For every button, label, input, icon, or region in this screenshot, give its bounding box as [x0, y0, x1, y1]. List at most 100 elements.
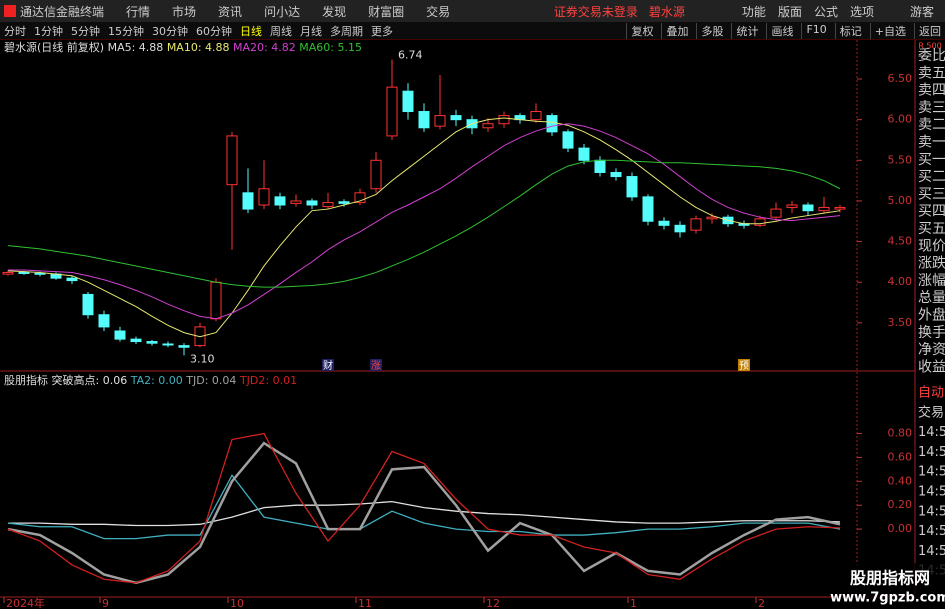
- quote-label: 委比: [918, 48, 945, 64]
- ma-line: [7, 117, 841, 338]
- period-button[interactable]: 月线: [300, 24, 322, 38]
- y-tick-label: 6.50: [888, 72, 913, 85]
- period-button[interactable]: 多周期: [330, 24, 363, 38]
- candle-body: [434, 115, 446, 127]
- side-label: 自动: [918, 386, 944, 401]
- candle-body: [162, 343, 174, 346]
- period-button[interactable]: 15分钟: [108, 24, 144, 38]
- tool-button[interactable]: 统计: [731, 22, 758, 39]
- candle-body: [146, 341, 158, 344]
- candle-body: [402, 90, 414, 113]
- period-button[interactable]: 30分钟: [152, 24, 188, 38]
- event-marker: [738, 359, 750, 371]
- candle-body: [2, 271, 14, 275]
- indicator-line: [7, 474, 841, 540]
- quote-label: 卖四: [918, 83, 945, 99]
- quote-label: 涨幅: [918, 273, 945, 289]
- quote-label: 买四: [918, 204, 945, 220]
- y-tick-label: 0.40: [888, 474, 913, 487]
- tool-button[interactable]: 复权: [626, 22, 653, 39]
- legend-item: TJD2: 0.01: [239, 374, 297, 387]
- candle-body: [834, 206, 846, 210]
- menu-item[interactable]: 财富圈: [368, 4, 405, 19]
- candle-body: [546, 115, 558, 133]
- candle-body: [658, 220, 670, 226]
- side-label: 14:56: [918, 544, 945, 559]
- tool-button[interactable]: F10: [801, 22, 827, 39]
- menu-item[interactable]: 功能: [741, 4, 766, 19]
- candle-body: [770, 208, 782, 218]
- period-button[interactable]: 分时: [4, 24, 26, 38]
- candle-body: [66, 277, 78, 282]
- period-button[interactable]: 1分钟: [34, 24, 63, 38]
- quote-label: 换手: [918, 324, 945, 341]
- stock: 碧水源: [648, 4, 685, 19]
- x-tick-label: 10: [230, 597, 244, 609]
- tool-button[interactable]: 多股: [696, 22, 723, 39]
- menu-item[interactable]: 交易: [426, 4, 451, 19]
- candle-body: [786, 204, 798, 208]
- period-button[interactable]: 5分钟: [71, 24, 100, 38]
- candle-body: [114, 330, 126, 340]
- period-button[interactable]: 日线: [240, 24, 262, 38]
- menu-item[interactable]: 选项: [849, 4, 874, 19]
- period-button[interactable]: 周线: [270, 24, 292, 38]
- menu-item[interactable]: 发现: [322, 4, 347, 19]
- candle-body: [290, 200, 302, 204]
- indicator-line: [7, 441, 841, 585]
- side-label: 14:56: [918, 524, 945, 539]
- tool-button[interactable]: 标记: [834, 22, 862, 39]
- period-button[interactable]: 60分钟: [196, 24, 232, 38]
- indicator-line: [8, 500, 841, 527]
- period-button[interactable]: 更多: [371, 24, 393, 38]
- y-tick-label: 0.80: [888, 427, 913, 440]
- candle-body: [626, 176, 638, 198]
- candle-body: [754, 218, 766, 226]
- tool-button[interactable]: 画线: [766, 22, 793, 39]
- price-annotation: 6.74: [398, 49, 423, 62]
- menu-right: 功能 版面 公式 选项: [736, 3, 880, 20]
- x-tick-label: 11: [358, 597, 372, 609]
- x-tick-label: 9: [102, 597, 109, 609]
- quote-label: 买三: [918, 186, 945, 202]
- menu-items: 行情 市场 资讯 问小达 发现 财富圈 交易: [115, 3, 461, 20]
- candle-body: [322, 202, 334, 208]
- indicator-title: 股朋指标: [4, 373, 48, 387]
- quote-label: 卖二: [918, 117, 945, 133]
- menu-item[interactable]: 资讯: [218, 4, 243, 19]
- menu-item[interactable]: 版面: [777, 4, 802, 19]
- legend-item: TA2: 0.00: [130, 374, 183, 387]
- candle-body: [450, 115, 462, 121]
- candle-body: [594, 159, 606, 173]
- legend-item: MA5: 4.88: [108, 41, 164, 54]
- menu-item[interactable]: 行情: [126, 4, 151, 19]
- user[interactable]: 游客: [909, 4, 934, 19]
- menu-item[interactable]: 市场: [172, 4, 197, 19]
- candle-body: [690, 218, 702, 231]
- legend: 碧水源(日线 前复权) MA5: 4.88 MA10: 4.88 MA20: 4…: [4, 40, 362, 54]
- quote-label: 总量: [918, 290, 945, 306]
- candle-body: [34, 272, 46, 275]
- candle-body: [370, 159, 382, 190]
- candle-body: [82, 293, 94, 316]
- quote-label: 现价: [918, 238, 945, 254]
- candle-body: [338, 201, 350, 204]
- app-name: 通达信金融终端: [20, 4, 105, 19]
- candle-body: [530, 111, 542, 121]
- tool-button[interactable]: +自选: [869, 22, 906, 39]
- menu-item[interactable]: 公式: [813, 4, 838, 19]
- candle-body: [274, 196, 286, 206]
- tool-button[interactable]: 返回: [914, 22, 941, 39]
- y-tick-label: 4.50: [888, 235, 913, 248]
- event-label: 涨: [371, 360, 381, 372]
- legend-item: 突破高点: 0.06: [52, 373, 128, 387]
- quote-label: 买一: [918, 152, 945, 168]
- ma-line: [8, 123, 841, 320]
- quote-label: 买五: [918, 221, 945, 237]
- ma-line: [7, 159, 841, 288]
- menu-item[interactable]: 问小达: [264, 4, 301, 19]
- candle-body: [802, 204, 814, 212]
- tool-button[interactable]: 叠加: [661, 22, 688, 39]
- quote-label: 卖一: [918, 135, 945, 151]
